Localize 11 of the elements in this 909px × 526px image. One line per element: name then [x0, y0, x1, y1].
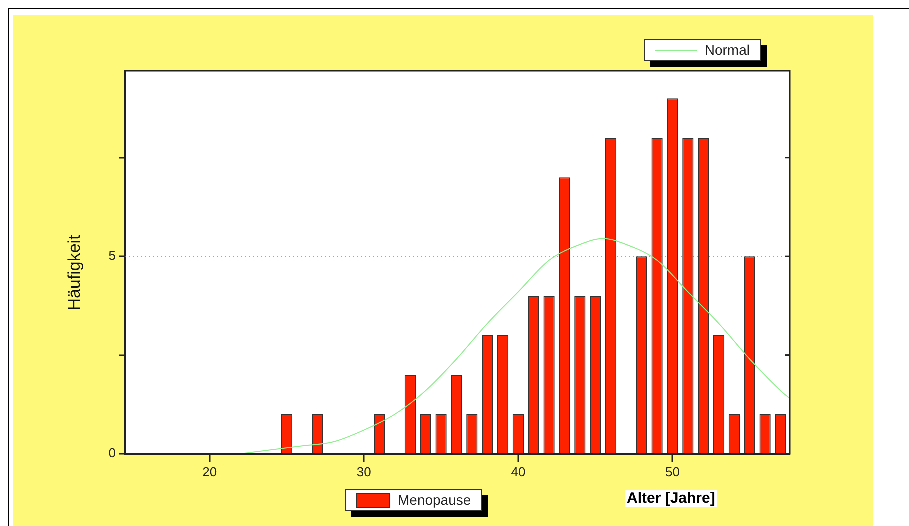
y-tick-label: 5 [108, 248, 116, 264]
x-tick-label: 20 [202, 464, 218, 480]
x-tick-label: 50 [666, 464, 680, 480]
legend-label: Normal [704, 42, 750, 58]
x-tick-label: 40 [511, 464, 526, 480]
x-axis-title: Alter [Jahre] [625, 490, 718, 507]
legend-label: Menopause [398, 492, 472, 508]
line-series [240, 238, 790, 454]
y-tick-label: 0 [108, 446, 116, 461]
y-axis-title: Häufigkeit [65, 235, 85, 311]
x-tick-label: 30 [356, 464, 372, 480]
